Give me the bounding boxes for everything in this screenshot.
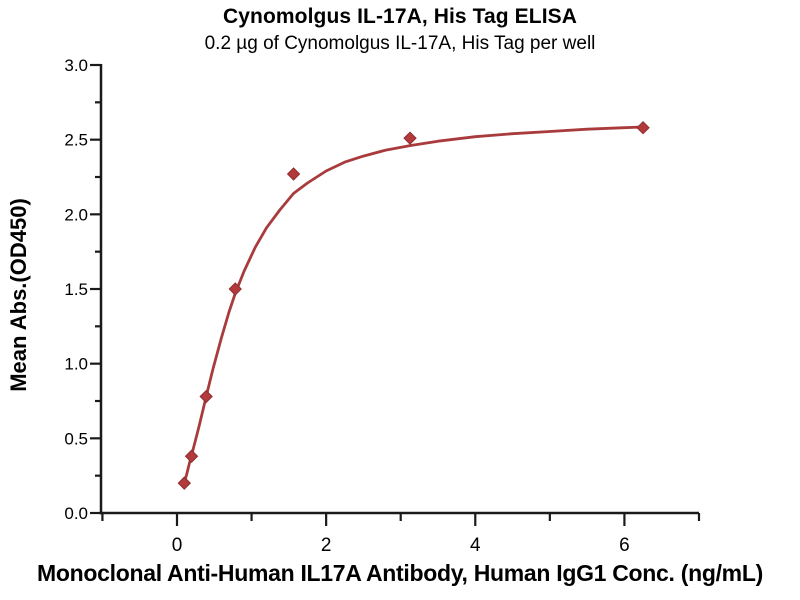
y-tick-label: 2.0 xyxy=(64,205,88,224)
x-tick-label: 4 xyxy=(470,535,481,556)
x-tick-label: 2 xyxy=(321,535,332,556)
fit-curve xyxy=(182,125,645,485)
y-tick-label: 0.0 xyxy=(64,504,88,523)
y-tick-label: 3.0 xyxy=(64,56,88,75)
y-tick-label: 2.5 xyxy=(64,131,88,150)
data-point-marker xyxy=(228,282,242,296)
y-tick-label: 1.0 xyxy=(64,355,88,374)
data-point-marker xyxy=(636,121,650,135)
chart-subtitle: 0.2 µg of Cynomolgus IL-17A, His Tag per… xyxy=(204,33,596,54)
x-axis-title: Monoclonal Anti-Human IL17A Antibody, Hu… xyxy=(37,560,763,586)
data-point-marker xyxy=(177,476,192,490)
data-point-marker xyxy=(403,131,417,145)
y-tick-label: 0.5 xyxy=(64,429,88,448)
x-tick-label: 6 xyxy=(619,535,630,556)
y-tick-label: 1.5 xyxy=(64,280,88,299)
x-tick-label: 0 xyxy=(172,535,183,556)
data-point-marker xyxy=(199,389,213,404)
data-point-marker xyxy=(184,449,199,463)
data-point-marker xyxy=(286,167,301,181)
chart-title: Cynomolgus IL-17A, His Tag ELISA xyxy=(222,5,578,28)
